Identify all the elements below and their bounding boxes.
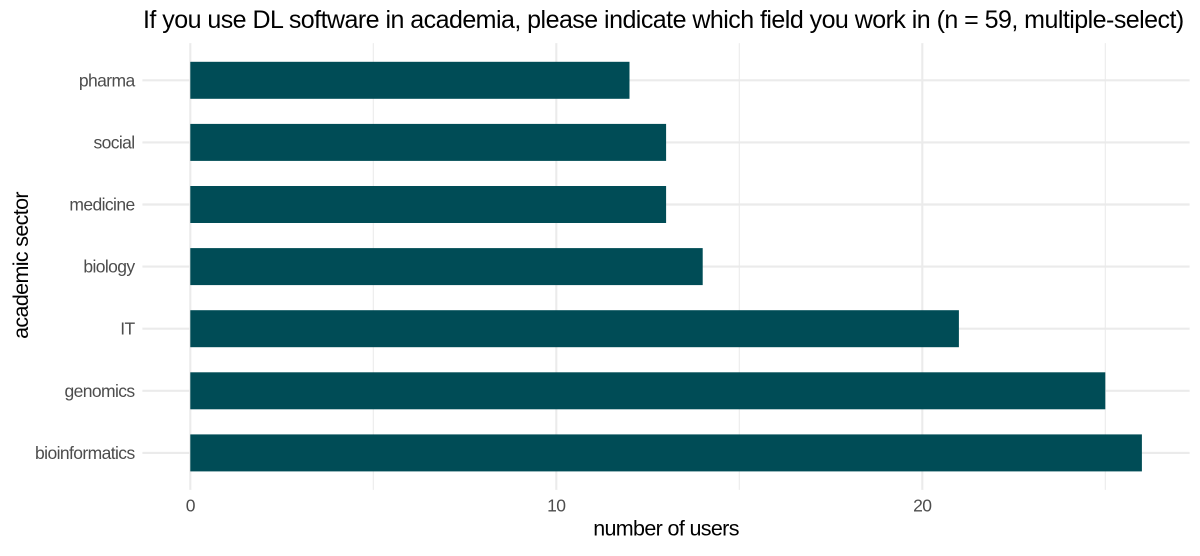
svg-text:If you use DL software in acad: If you use DL software in academia, plea… [143,6,1184,34]
svg-text:10: 10 [547,496,566,516]
svg-text:20: 20 [913,496,932,516]
svg-text:social: social [93,132,134,152]
svg-text:IT: IT [120,319,135,339]
svg-text:0: 0 [186,496,196,516]
svg-text:pharma: pharma [79,70,136,90]
svg-text:genomics: genomics [64,381,135,401]
svg-text:number of users: number of users [593,516,739,540]
svg-text:academic sector: academic sector [9,192,33,339]
svg-text:bioinformatics: bioinformatics [35,443,135,463]
svg-text:biology: biology [83,257,135,277]
svg-text:medicine: medicine [69,195,134,215]
